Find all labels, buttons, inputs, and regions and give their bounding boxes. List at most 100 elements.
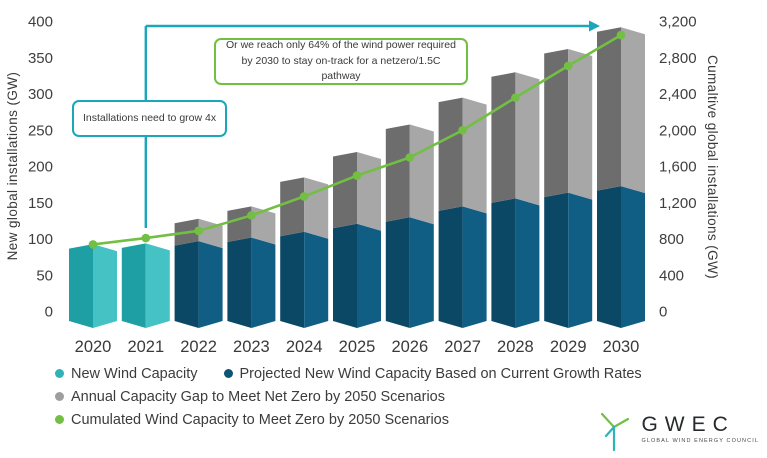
legend-row-3: Cumulated Wind Capacity to Meet Zero by … <box>55 408 715 431</box>
teal-dot-icon <box>55 369 64 378</box>
legend-row-2: Annual Capacity Gap to Meet Net Zero by … <box>55 385 715 408</box>
left-tick-label: 250 <box>28 122 53 139</box>
line-marker-dot <box>88 240 98 249</box>
bar-segment-right-face <box>251 237 276 328</box>
x-axis-year-label: 2030 <box>603 338 640 356</box>
gwec-logo-text: GWEC GLOBAL WIND ENERGY COUNCIL <box>641 414 759 444</box>
blue-dot-icon <box>223 369 233 378</box>
legend-item-capacity-gap: Annual Capacity Gap to Meet Net Zero by … <box>55 389 445 405</box>
left-tick-label: 50 <box>36 267 53 284</box>
bar-segment-left-face <box>438 206 463 328</box>
bar-segment-right-face <box>304 177 329 239</box>
legend: New Wind Capacity Projected New Wind Cap… <box>55 362 715 431</box>
x-axis-year-label: 2022 <box>180 338 217 356</box>
bar-segment-left-face <box>333 223 357 328</box>
legend-item-projected-capacity: Projected New Wind Capacity Based on Cur… <box>223 365 642 382</box>
annotation-64-percent: Or we reach only 64% of the wind power r… <box>214 38 468 85</box>
line-marker-dot <box>616 30 626 40</box>
bar-segment-right-face <box>409 124 434 225</box>
legend-label: New Wind Capacity <box>71 365 198 382</box>
bar-segment-left-face <box>69 244 93 328</box>
line-marker-dot <box>458 125 467 135</box>
bar-segment-left-face <box>491 198 516 328</box>
line-marker-dot <box>247 211 256 220</box>
bar-segment-left-face <box>333 152 357 229</box>
legend-label: Projected New Wind Capacity Based on Cur… <box>239 365 642 382</box>
line-marker-dot <box>141 233 151 243</box>
right-axis-title: Cumaltive global installations (GW) <box>705 54 720 280</box>
line-marker-dot <box>563 61 573 71</box>
legend-row-1: New Wind Capacity Projected New Wind Cap… <box>55 362 715 385</box>
line-marker-dot <box>405 153 415 162</box>
bar-segment-right-face <box>568 192 593 328</box>
left-tick-label: 100 <box>28 231 53 248</box>
x-axis-year-label: 2028 <box>497 338 534 356</box>
left-tick-label: 400 <box>28 14 53 31</box>
bar-segment-left-face <box>280 177 305 237</box>
bar-segment-right-face <box>304 231 329 328</box>
bar-segment-left-face <box>597 186 621 328</box>
x-axis-year-label: 2021 <box>127 338 164 356</box>
right-tick-label: 1,600 <box>659 159 697 176</box>
left-axis-title: New global installations (GW) <box>5 71 20 261</box>
bar-segment-right-face <box>251 206 276 245</box>
line-marker-dot <box>299 192 309 201</box>
gwec-tagline: GLOBAL WIND ENERGY COUNCIL <box>641 438 759 444</box>
bar-segment-left-face <box>438 97 463 211</box>
line-marker-dot <box>352 171 362 180</box>
wind-turbine-icon <box>601 412 630 452</box>
line-marker-dot <box>194 226 203 236</box>
right-tick-label: 400 <box>659 267 684 284</box>
bar-segment-left-face <box>121 243 146 328</box>
bar-segment-left-face <box>544 49 569 198</box>
bar-segment-left-face <box>280 231 305 328</box>
x-axis-year-label: 2025 <box>339 338 376 356</box>
legend-item-new-wind-capacity: New Wind Capacity <box>55 366 198 382</box>
bar-segment-right-face <box>515 72 540 206</box>
bar-segment-left-face <box>227 206 252 243</box>
left-tick-label: 200 <box>28 159 53 176</box>
legend-label: Annual Capacity Gap to Meet Net Zero by … <box>71 388 445 405</box>
gwec-logo: GWEC GLOBAL WIND ENERGY COUNCIL <box>595 406 759 452</box>
gray-dot-icon <box>55 392 64 401</box>
bar-segment-right-face <box>568 49 593 200</box>
x-axis-year-label: 2020 <box>75 338 112 356</box>
x-axis-year-label: 2026 <box>391 338 428 356</box>
annotation-grow-4x: Installations need to grow 4x <box>72 100 228 137</box>
right-tick-label: 0 <box>659 304 667 321</box>
bar-segment-left-face <box>544 192 569 328</box>
x-axis-year-label: 2024 <box>286 338 323 356</box>
bar-segment-right-face <box>357 152 381 231</box>
line-marker-dot <box>511 93 520 102</box>
bar-segment-left-face <box>597 27 621 191</box>
bar-segment-right-face <box>621 186 645 328</box>
bar-segment-right-face <box>145 243 170 328</box>
bar-segment-left-face <box>385 124 410 222</box>
bar-segment-right-face <box>462 206 487 328</box>
right-tick-label: 800 <box>659 231 684 248</box>
x-axis-year-label: 2027 <box>444 338 481 356</box>
bar-segment-right-face <box>357 223 381 328</box>
left-tick-label: 0 <box>45 304 53 321</box>
bar-segment-right-face <box>515 198 540 328</box>
bar-segment-right-face <box>198 241 223 328</box>
right-tick-label: 1,200 <box>659 195 697 212</box>
right-tick-label: 2,800 <box>659 50 697 67</box>
left-tick-label: 350 <box>28 50 53 67</box>
left-tick-label: 300 <box>28 86 53 103</box>
bar-segment-right-face <box>409 217 434 328</box>
right-tick-label: 3,200 <box>659 14 697 31</box>
right-tick-label: 2,400 <box>659 86 697 103</box>
bar-segment-left-face <box>227 237 252 328</box>
bar-segment-left-face <box>491 72 516 203</box>
legend-item-cumulated-capacity: Cumulated Wind Capacity to Meet Zero by … <box>55 412 449 428</box>
bar-segment-left-face <box>385 217 410 328</box>
x-axis-year-label: 2029 <box>550 338 587 356</box>
x-axis-year-label: 2023 <box>233 338 270 356</box>
bar-segment-right-face <box>621 27 645 194</box>
right-tick-label: 2,000 <box>659 122 697 139</box>
left-tick-label: 150 <box>28 195 53 212</box>
legend-label: Cumulated Wind Capacity to Meet Zero by … <box>71 411 449 428</box>
